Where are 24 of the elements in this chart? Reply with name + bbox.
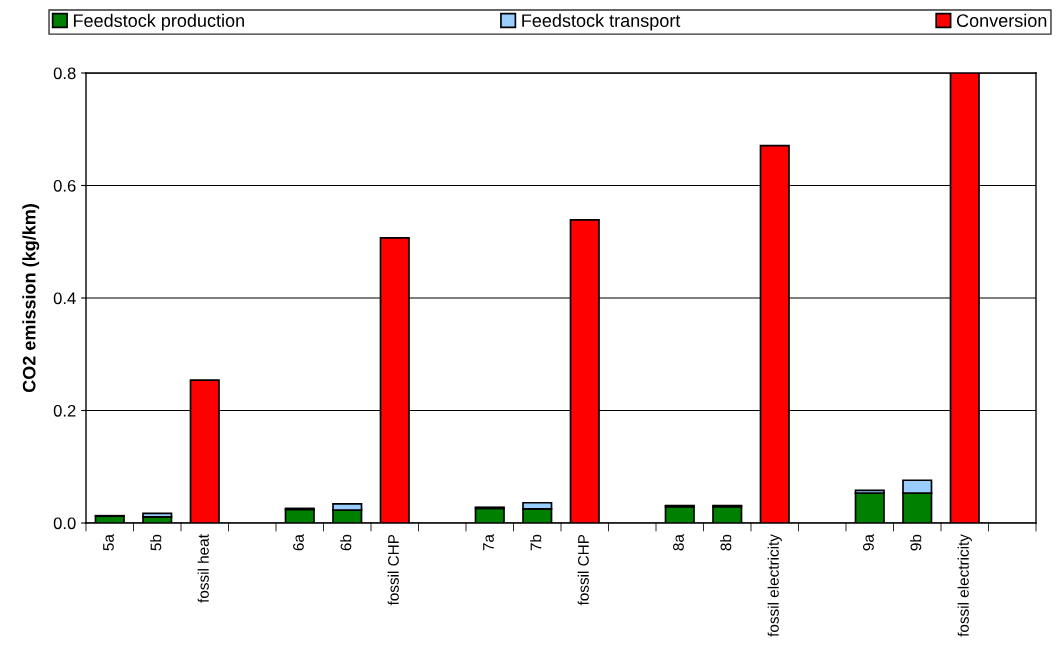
x-tick-label: fossil electricity	[767, 534, 782, 637]
x-tick-label: fossil CHP	[577, 534, 589, 606]
y-tick-label: 0.4	[53, 292, 76, 305]
x-tick-label: 6a	[293, 534, 304, 551]
y-axis-title: CO2 emission (kg/km)	[22, 204, 40, 393]
x-tick-label: 8b	[720, 534, 732, 551]
x-tick-label: 9b	[910, 534, 922, 551]
x-tick-label: 9a	[863, 534, 874, 551]
x-tick-label: 7b	[530, 534, 542, 551]
x-tick-label: fossil heat	[197, 534, 209, 603]
x-tick-label: 8a	[673, 534, 684, 551]
legend-label: Conversion	[956, 13, 1047, 27]
y-tick-label: 0.0	[53, 517, 76, 530]
x-tick-label: 5b	[150, 534, 162, 551]
x-tick-label: 6b	[340, 534, 352, 551]
legend-label: Feedstock transport	[522, 13, 681, 31]
x-tick-label: fossil CHP	[387, 534, 399, 606]
x-tick-label: fossil electricity	[957, 534, 972, 637]
x-tick-label: 5a	[103, 534, 114, 551]
y-tick-label: 0.8	[53, 67, 76, 80]
y-tick-label: 0.2	[53, 404, 76, 417]
legend-label: Feedstock production	[73, 13, 244, 31]
x-tick-label: 7a	[483, 534, 494, 551]
y-tick-label: 0.6	[53, 179, 76, 192]
